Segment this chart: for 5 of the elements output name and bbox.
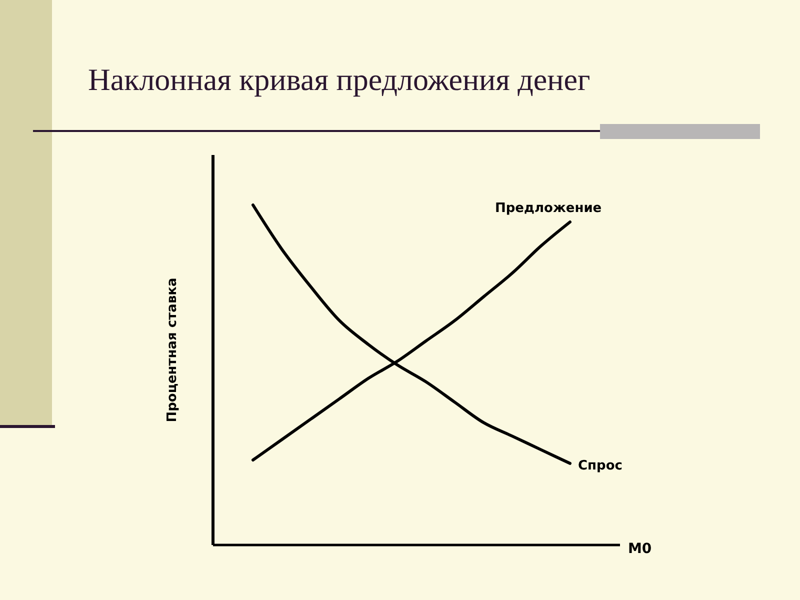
- series-label: Предложение: [495, 201, 602, 216]
- x-axis-title: M0: [628, 541, 652, 557]
- series-label: Спрос: [578, 458, 622, 474]
- chart-title: Наклонная кривая предложения денег: [88, 62, 590, 97]
- y-axis-title: Процентная ставка: [165, 278, 180, 422]
